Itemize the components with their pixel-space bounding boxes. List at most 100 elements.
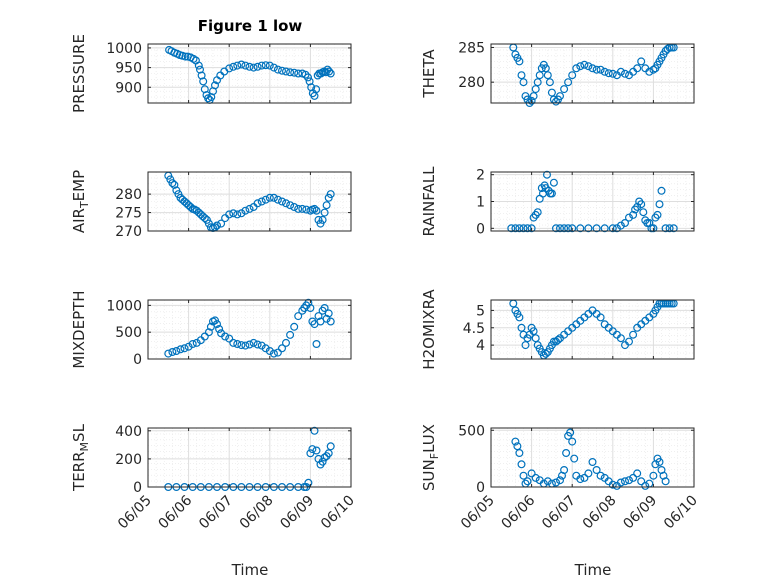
data-point (261, 61, 270, 70)
data-point (572, 64, 581, 73)
data-point (290, 322, 299, 331)
data-point (265, 61, 274, 70)
data-point (596, 313, 605, 322)
y-tick-label: 400 (115, 424, 142, 440)
data-point (241, 206, 250, 215)
y-tick-label: 4 (476, 338, 485, 354)
x-tick-label: 06/10 (661, 493, 701, 533)
data-point (555, 92, 564, 101)
data-point (588, 458, 597, 467)
data-point (199, 77, 208, 86)
data-point (507, 224, 516, 233)
data-point (253, 199, 262, 208)
data-point (216, 71, 225, 80)
x-tick-label: 06/05 (458, 493, 498, 533)
data-point (310, 426, 319, 435)
data-point (633, 64, 642, 73)
data-point (629, 210, 638, 219)
data-point (312, 446, 321, 455)
data-point (637, 477, 646, 486)
data-point (620, 477, 629, 486)
data-point (310, 204, 319, 213)
data-point (269, 349, 278, 358)
data-point (515, 313, 524, 322)
data-point (253, 340, 262, 349)
y-axis-label-7: TERRMSL (70, 423, 91, 492)
data-point (517, 460, 526, 469)
data-point (245, 340, 254, 349)
data-point (616, 478, 625, 487)
data-point (320, 304, 329, 313)
data-point (549, 178, 558, 187)
y-tick-label: 200 (115, 452, 142, 468)
data-point (221, 332, 230, 341)
data-point (624, 337, 633, 346)
y-tick-label: 2 (476, 168, 485, 184)
y-tick-label: 500 (115, 325, 142, 341)
y-tick-label: 0 (476, 221, 485, 237)
data-point (273, 65, 282, 74)
data-point (233, 340, 242, 349)
data-point (657, 186, 666, 195)
data-point (580, 60, 589, 69)
data-point (608, 69, 617, 78)
data-point (560, 224, 569, 233)
data-point (326, 69, 335, 78)
y-tick-label: 0 (133, 352, 142, 368)
subplot-5: 0 500 1000 MIXDEPTH (70, 290, 352, 369)
y-axis-label-6: H2OMIXRA (420, 289, 438, 370)
x-tick-label: 06/08 (580, 493, 620, 533)
data-point (592, 65, 601, 74)
data-point (515, 57, 524, 66)
data-point (298, 204, 307, 213)
data-point (290, 68, 299, 77)
x-tick-label: 06/06 (156, 492, 196, 532)
data-point (318, 215, 327, 224)
y-axis-label-2: THETA (420, 49, 438, 99)
data-point (584, 469, 593, 478)
data-point (294, 69, 303, 78)
data-point (217, 219, 226, 228)
data-point (253, 62, 262, 71)
data-point (229, 62, 238, 71)
data-point (665, 224, 674, 233)
data-point (568, 437, 577, 446)
data-point (655, 458, 664, 467)
y-tick-label: 0 (476, 480, 485, 496)
data-point (168, 179, 177, 188)
data-point (576, 475, 585, 484)
data-point (233, 210, 242, 219)
data-point (282, 338, 291, 347)
y-axis-label-8: SUNFLUX (420, 424, 441, 491)
data-point (661, 477, 670, 486)
axes-box (147, 427, 352, 488)
x-tick-label: 06/07 (539, 493, 579, 533)
data-point (294, 204, 303, 213)
data-point (624, 476, 633, 485)
data-point (237, 60, 246, 69)
data-point (547, 189, 556, 198)
data-point (653, 210, 662, 219)
data-point (616, 334, 625, 343)
data-point (168, 348, 177, 357)
data-point (265, 347, 274, 356)
data-point (304, 478, 313, 487)
data-point (273, 195, 282, 204)
subplot-3: 270 275 280 AIRTEMP (70, 170, 352, 240)
data-point (215, 325, 224, 334)
data-point (192, 338, 201, 347)
data-point (568, 224, 577, 233)
x-tick-label: 06/10 (318, 493, 358, 533)
data-point (596, 65, 605, 74)
data-point (302, 205, 311, 214)
y-tick-label: 285 (458, 40, 485, 56)
data-point (511, 437, 520, 446)
data-point (533, 208, 542, 217)
data-point (225, 210, 234, 219)
data-point (523, 224, 532, 233)
data-point (261, 195, 270, 204)
data-point (324, 309, 333, 318)
data-point (181, 52, 190, 61)
data-point (531, 85, 540, 94)
data-point (186, 203, 195, 212)
